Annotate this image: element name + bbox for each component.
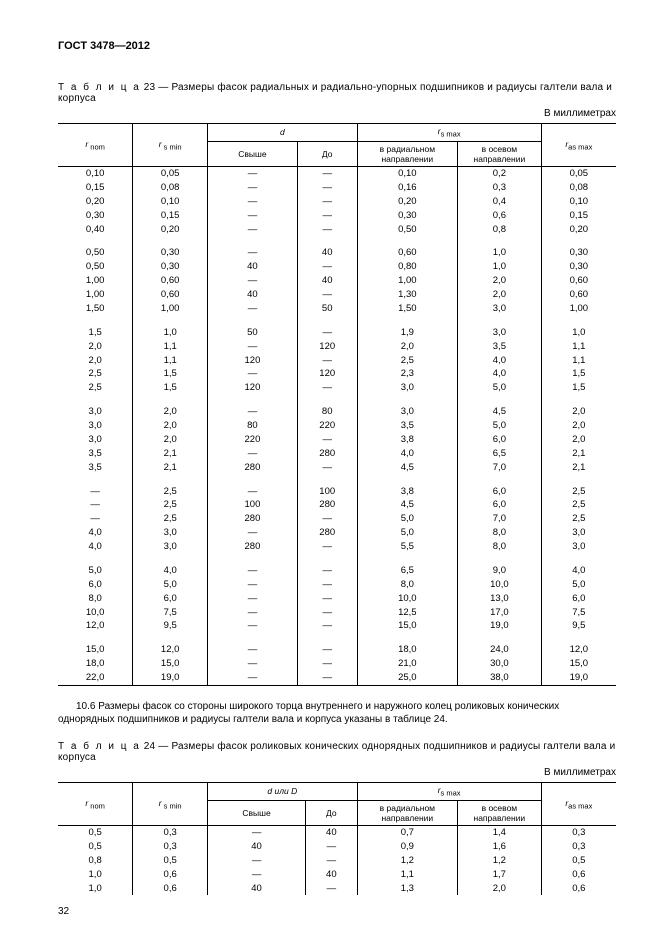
table-row: 0,200,10——0,200,40,10 — [58, 195, 616, 209]
table-row: 2,51,5—1202,34,01,5 — [58, 367, 616, 381]
group-gap — [58, 395, 616, 405]
doc-header: ГОСТ 3478—2012 — [58, 40, 616, 52]
table23-units: В миллиметрах — [58, 108, 616, 119]
table-row: 3,02,0—803,04,52,0 — [58, 405, 616, 419]
table-row: 1,501,00—501,503,01,00 — [58, 302, 616, 316]
table-row: 4,03,0—2805,08,03,0 — [58, 526, 616, 540]
table-row: 15,012,0——18,024,012,0 — [58, 643, 616, 657]
table-row: 2,51,5120—3,05,01,5 — [58, 381, 616, 395]
table-row: 8,06,0——10,013,06,0 — [58, 592, 616, 606]
table-row: 3,02,0220—3,86,02,0 — [58, 433, 616, 447]
table23-caption: Т а б л и ц а 23 — Размеры фасок радиаль… — [58, 82, 616, 104]
table-row: 22,019,0——25,038,019,0 — [58, 671, 616, 685]
table-row: 6,05,0——8,010,05,0 — [58, 578, 616, 592]
table-row: 0,400,20——0,500,80,20 — [58, 223, 616, 237]
table-row: 0,150,08——0,160,30,08 — [58, 181, 616, 195]
table-row: 12,09,5——15,019,09,5 — [58, 619, 616, 633]
group-gap — [58, 316, 616, 326]
table-row: 1,000,6040—1,302,00,60 — [58, 288, 616, 302]
table-23: r nom r s min d rs max ras max Свыше До … — [58, 123, 616, 686]
table-24: r nom r s min d или D rs max ras max Свы… — [58, 782, 616, 895]
table-row: 1,00,640—1,32,00,6 — [58, 882, 616, 896]
group-gap — [58, 554, 616, 564]
para-10-6: 10.6 Размеры фасок со стороны широкого т… — [58, 700, 616, 727]
table-row: 2,01,1120—2,54,01,1 — [58, 354, 616, 368]
table-row: 0,100,05——0,100,20,05 — [58, 167, 616, 181]
table-row: 0,500,30—400,601,00,30 — [58, 246, 616, 260]
table-row: 2,01,1—1202,03,51,1 — [58, 340, 616, 354]
table-row: 0,50,3—400,71,40,3 — [58, 826, 616, 840]
table-row: 0,80,5——1,21,20,5 — [58, 854, 616, 868]
group-gap — [58, 475, 616, 485]
group-gap — [58, 236, 616, 246]
page-number: 32 — [58, 906, 69, 917]
table-row: 3,52,1—2804,06,52,1 — [58, 447, 616, 461]
table-row: —2,5280—5,07,02,5 — [58, 512, 616, 526]
table-row: —2,51002804,56,02,5 — [58, 498, 616, 512]
group-gap — [58, 633, 616, 643]
table-row: —2,5—1003,86,02,5 — [58, 485, 616, 499]
table-row: 3,52,1280—4,57,02,1 — [58, 461, 616, 475]
table24-caption: Т а б л и ц а 24 — Размеры фасок роликов… — [58, 741, 616, 763]
table-row: 0,50,340—0,91,60,3 — [58, 840, 616, 854]
table-row: 3,02,0802203,55,02,0 — [58, 419, 616, 433]
table-row: 18,015,0——21,030,015,0 — [58, 657, 616, 671]
table-row: 4,03,0280—5,58,03,0 — [58, 540, 616, 554]
table-row: 0,300,15——0,300,60,15 — [58, 209, 616, 223]
table-row: 0,500,3040—0,801,00,30 — [58, 260, 616, 274]
table24-units: В миллиметрах — [58, 767, 616, 778]
table-row: 5,04,0——6,59,04,0 — [58, 564, 616, 578]
table-row: 1,00,6—401,11,70,6 — [58, 868, 616, 882]
table-row: 10,07,5——12,517,07,5 — [58, 606, 616, 620]
table-row: 1,51,050—1,93,01,0 — [58, 326, 616, 340]
table-row: 1,000,60—401,002,00,60 — [58, 274, 616, 288]
